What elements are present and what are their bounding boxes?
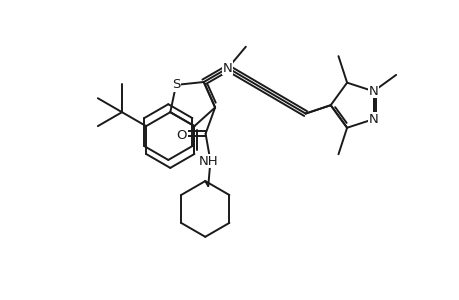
Text: N: N [368, 112, 378, 126]
Text: NH: NH [198, 154, 218, 168]
Text: N: N [368, 85, 378, 98]
Text: O: O [176, 129, 187, 142]
Text: S: S [172, 78, 180, 92]
Text: N: N [223, 61, 232, 75]
